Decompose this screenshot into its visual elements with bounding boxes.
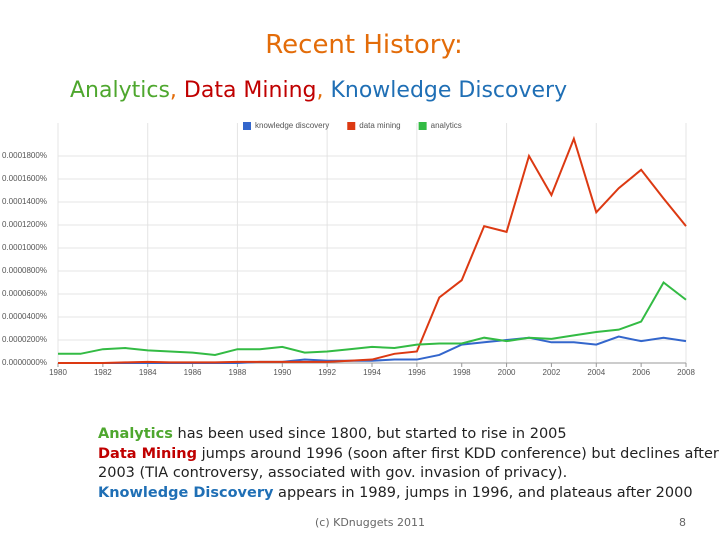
y-tick-label: 0.0001600%: [2, 174, 47, 183]
y-tick-label: 0.0000400%: [2, 312, 47, 321]
y-tick-label: 0.0000600%: [2, 289, 47, 298]
y-tick-label: 0.0000000%: [2, 358, 47, 367]
slide-title: Recent History:: [265, 30, 463, 60]
note-text: jumps around 1996 (soon after first KDD …: [98, 445, 719, 482]
x-tick-label: 2008: [677, 368, 695, 377]
page-number: 8: [679, 516, 686, 529]
x-tick-label: 1996: [408, 368, 426, 377]
chart: 0.0000000% 0.0000200% 0.0000400% 0.0000600%…: [2, 121, 695, 377]
series-line: [58, 135, 687, 364]
legend-swatch: [347, 122, 356, 130]
y-tick-label: 0.0001000%: [2, 243, 47, 252]
x-tick-label: 1980: [49, 368, 67, 377]
legend-label: analytics: [431, 121, 462, 130]
x-tick-label: 2004: [587, 368, 605, 377]
legend-label: knowledge discovery: [255, 121, 329, 130]
x-tick-label: 1994: [363, 368, 381, 377]
x-tick-label: 1986: [184, 368, 202, 377]
slide-subtitle: Analytics, Data Mining, Knowledge Discov…: [70, 78, 567, 103]
y-tick-label: 0.0001800%: [2, 151, 47, 160]
y-tick-label: 0.0000800%: [2, 266, 47, 275]
subtitle-part: ,: [169, 78, 177, 103]
x-tick-label: 1984: [139, 368, 157, 377]
y-tick-label: 0.0001200%: [2, 220, 47, 229]
x-tick-label: 1988: [229, 368, 247, 377]
subtitle-part: Knowledge Discovery: [323, 78, 568, 103]
subtitle-part: ,: [316, 78, 324, 103]
x-tick-label: 2002: [543, 368, 561, 377]
x-tick-label: 1992: [318, 368, 336, 377]
x-tick-label: 1982: [94, 368, 112, 377]
note-lead: Analytics: [98, 426, 173, 442]
note-text: has been used since 1800, but started to…: [172, 426, 567, 442]
note-lead: Data Mining: [98, 445, 197, 462]
series-line: [58, 281, 687, 356]
y-tick-label: 0.0000200%: [2, 335, 47, 344]
subtitle-part: Data Mining: [176, 78, 317, 103]
y-tick-label: 0.0001400%: [2, 197, 47, 206]
x-tick-label: 1990: [273, 368, 291, 377]
legend-swatch: [243, 122, 251, 130]
note-text: appears in 1989, jumps in 1996, and plat…: [273, 484, 693, 501]
note: Knowledge Discovery appears in 1989, jum…: [98, 484, 728, 504]
notes: Analytics has been used since 1800, but …: [98, 425, 728, 503]
note: Analytics has been used since 1800, but …: [98, 425, 728, 445]
note-lead: Knowledge Discovery: [98, 484, 274, 501]
note: Data Mining jumps around 1996 (soon afte…: [98, 445, 728, 484]
legend-swatch: [418, 122, 427, 130]
x-tick-label: 1998: [453, 368, 471, 377]
x-tick-label: 2006: [632, 368, 650, 377]
footer: (c) KDnuggets 2011: [315, 516, 426, 529]
x-tick-label: 2000: [498, 368, 516, 377]
subtitle-part: Analytics: [70, 78, 170, 103]
legend-label: data mining: [359, 121, 400, 130]
